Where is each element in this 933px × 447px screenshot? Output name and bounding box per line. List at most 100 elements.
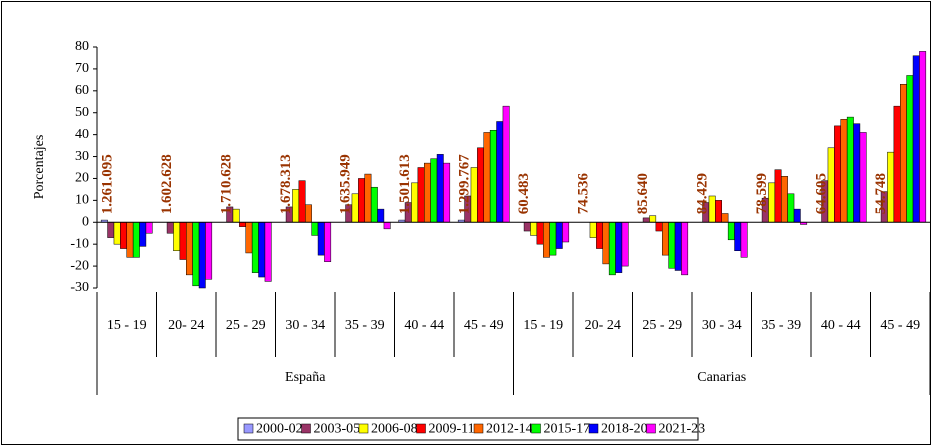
bar	[489, 130, 497, 223]
y-tick-label: 80	[75, 39, 89, 54]
legend-swatch	[646, 423, 656, 434]
bar	[113, 222, 121, 245]
x-tick-label: 25 - 29	[226, 318, 266, 333]
bar	[424, 162, 431, 223]
annotation: 78.599	[754, 173, 770, 214]
bar	[317, 222, 325, 256]
bar	[721, 213, 729, 223]
legend-label: 2021-23	[659, 422, 706, 437]
bar	[383, 222, 391, 230]
bar	[251, 222, 259, 273]
x-tick-label: 20- 24	[585, 318, 621, 333]
x-tick-label: 20- 24	[168, 318, 204, 333]
bar	[324, 222, 332, 262]
bar	[649, 215, 657, 223]
bar	[727, 222, 735, 241]
x-tick-label: 40 - 44	[821, 318, 861, 333]
bar	[298, 180, 306, 223]
bar	[417, 167, 425, 223]
bar	[166, 222, 174, 234]
annotation: 64.605	[813, 173, 829, 214]
bar	[436, 154, 444, 223]
legend-swatch	[243, 423, 254, 434]
x-tick-label: 45 - 49	[880, 318, 920, 333]
group-label: España	[285, 370, 326, 385]
bar	[853, 123, 861, 223]
bar	[370, 186, 378, 223]
legend-label: 2009-11	[429, 422, 475, 437]
bar	[496, 121, 504, 223]
bar	[205, 222, 213, 280]
bar	[377, 208, 385, 223]
annotation: 54.748	[873, 173, 889, 214]
bar	[364, 173, 372, 223]
bar	[358, 178, 366, 223]
annotation: 60.483	[516, 173, 532, 214]
bar	[139, 222, 147, 247]
bar	[258, 222, 266, 278]
x-tick-label: 35 - 39	[345, 318, 385, 333]
legend-swatch	[531, 423, 541, 434]
bar	[655, 222, 663, 232]
bar	[834, 125, 842, 223]
bar	[311, 222, 319, 236]
bar	[596, 222, 604, 249]
bar	[912, 55, 920, 223]
bar	[530, 222, 538, 236]
bar	[562, 222, 570, 243]
bar	[642, 217, 650, 223]
annotation: 1.261.095	[99, 154, 115, 214]
bar	[264, 222, 272, 282]
annotation: 1.678.313	[278, 154, 294, 214]
legend-swatch	[416, 423, 426, 434]
bar	[126, 222, 134, 258]
y-tick-label: -20	[70, 258, 89, 273]
bar	[740, 222, 748, 258]
bar	[787, 193, 795, 223]
group-label: Canarias	[697, 370, 746, 385]
y-tick-label: 20	[75, 171, 89, 186]
bar	[840, 119, 848, 223]
y-tick-label: 60	[75, 83, 89, 98]
annotation: 1.501.613	[397, 154, 413, 214]
x-tick-label: 45 - 49	[464, 318, 504, 333]
bar	[543, 222, 550, 258]
bar	[132, 222, 140, 258]
y-tick-label: 50	[75, 105, 89, 120]
bar	[107, 222, 115, 238]
y-tick-label: 10	[75, 193, 89, 208]
bar	[430, 158, 438, 223]
x-tick-label: 35 - 39	[761, 318, 801, 333]
bar	[483, 132, 491, 223]
x-tick-label: 30 - 34	[285, 318, 325, 333]
x-tick-label: 15 - 19	[523, 318, 563, 333]
bar	[502, 105, 510, 223]
bar	[662, 222, 669, 256]
annotation: 85.640	[635, 173, 651, 214]
legend-swatch	[358, 423, 369, 434]
bar	[305, 204, 312, 223]
legend-label: 2003-05	[314, 422, 361, 437]
bar	[681, 222, 689, 276]
legend-label: 2018-20	[601, 422, 648, 437]
bar	[793, 208, 801, 223]
y-tick-label: 0	[82, 214, 89, 229]
bar	[239, 222, 246, 227]
bar	[602, 222, 610, 265]
bar	[774, 169, 782, 223]
bar	[674, 222, 682, 271]
bar	[621, 222, 629, 267]
bar	[919, 51, 927, 223]
x-tick-label: 30 - 34	[702, 318, 742, 333]
annotation: 1.299.767	[456, 154, 472, 215]
bar	[120, 222, 128, 249]
y-tick-label: 40	[75, 127, 89, 142]
annotation: 74.536	[575, 173, 591, 215]
bar	[900, 83, 907, 223]
bar	[893, 105, 901, 223]
annotation: 1.602.628	[159, 154, 175, 214]
x-tick-label: 15 - 19	[107, 318, 147, 333]
annotation: 1.635.949	[337, 154, 353, 214]
